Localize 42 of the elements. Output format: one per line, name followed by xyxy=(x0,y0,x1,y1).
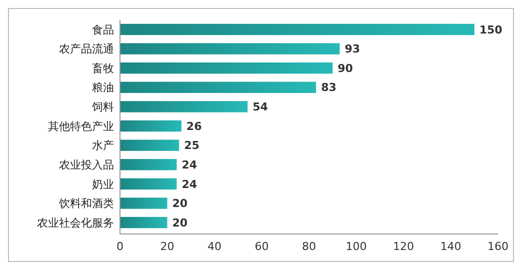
y-tick-label: 农业社会化服务 xyxy=(37,216,114,230)
x-tick-label: 80 xyxy=(302,240,316,253)
x-tick-label: 20 xyxy=(160,240,174,253)
x-tick-label: 40 xyxy=(208,240,222,253)
x-tick-label: 120 xyxy=(393,240,414,253)
y-tick-label: 其他特色产业 xyxy=(48,120,114,133)
bar xyxy=(120,82,316,93)
bar xyxy=(120,159,177,170)
data-label: 90 xyxy=(338,62,354,75)
bar xyxy=(120,216,168,228)
x-tick-label: 0 xyxy=(116,240,124,253)
bar xyxy=(120,140,180,151)
x-tick-label: 100 xyxy=(346,240,367,253)
data-label: 24 xyxy=(182,178,198,191)
data-label: 26 xyxy=(186,120,202,133)
data-label: 54 xyxy=(252,100,268,114)
data-label: 25 xyxy=(184,139,200,152)
bar xyxy=(120,43,340,54)
y-tick-label: 食品 xyxy=(92,23,114,36)
y-tick-label: 农产品流通 xyxy=(59,42,114,56)
y-tick-label: 奶业 xyxy=(92,178,114,191)
x-tick-label: 140 xyxy=(440,240,462,253)
data-label: 24 xyxy=(182,158,198,172)
bar xyxy=(120,198,168,209)
data-label: 83 xyxy=(321,81,336,94)
data-label: 20 xyxy=(172,197,188,210)
bar xyxy=(120,24,474,36)
y-tick-label: 饲料 xyxy=(91,100,114,114)
bar xyxy=(120,120,182,132)
y-tick-label: 畜牧 xyxy=(92,62,114,75)
y-tick-label: 水产 xyxy=(92,139,114,152)
y-tick-label: 饮料和酒类 xyxy=(58,197,114,210)
data-label: 93 xyxy=(344,42,360,56)
x-tick-label: 60 xyxy=(254,240,269,253)
bar xyxy=(120,178,177,190)
data-label: 20 xyxy=(172,216,188,230)
bar xyxy=(120,101,248,112)
y-tick-label: 农业投入品 xyxy=(59,158,114,172)
x-tick-label: 160 xyxy=(488,240,508,253)
y-tick-label: 粮油 xyxy=(92,81,114,94)
bar xyxy=(120,62,333,74)
data-label: 150 xyxy=(479,23,503,36)
